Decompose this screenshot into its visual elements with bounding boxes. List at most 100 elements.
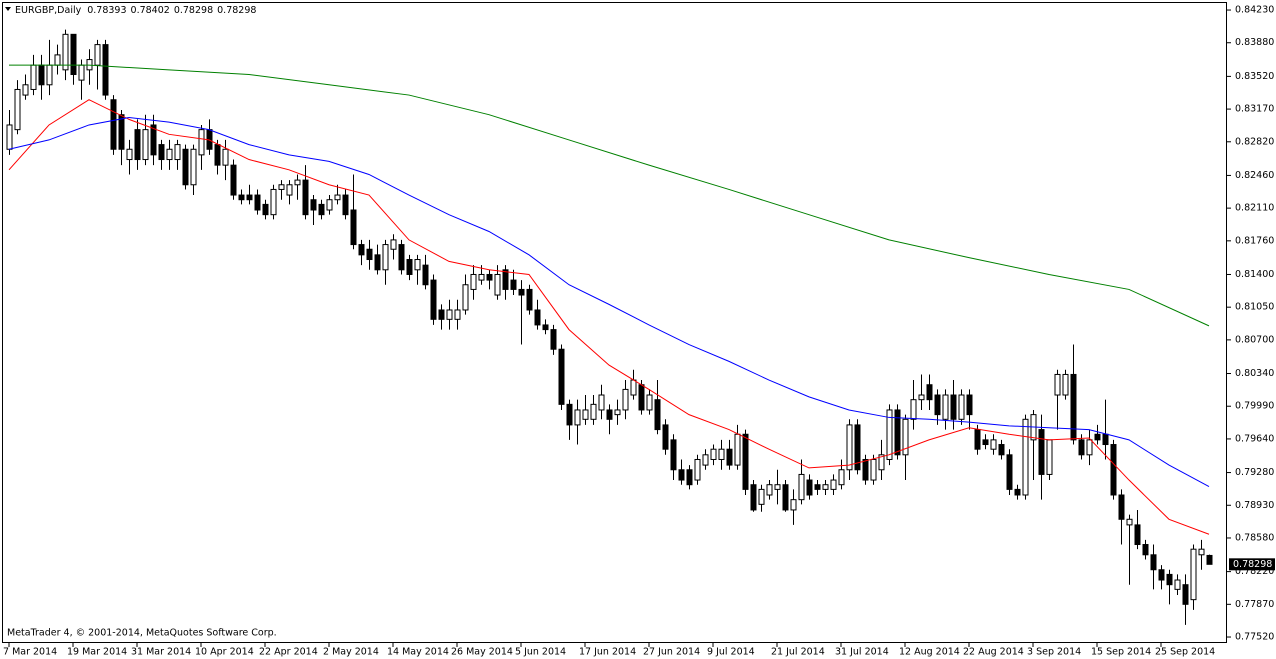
x-tick-label: 15 Sep 2014 bbox=[1091, 647, 1151, 658]
moving-average bbox=[8, 116, 1210, 488]
y-tick-label: 0.82820 bbox=[1235, 136, 1274, 147]
chart-header: EURGBP,Daily 0.78393 0.78402 0.78298 0.78298 bbox=[15, 5, 256, 16]
footer: MetaTrader 4, © 2001-2014, MetaQuotes So… bbox=[7, 628, 277, 639]
x-tick-label: 19 Mar 2014 bbox=[67, 647, 127, 658]
candle-body bbox=[462, 284, 469, 311]
candle-body bbox=[1190, 548, 1197, 601]
candle-body bbox=[286, 184, 293, 196]
candle-body bbox=[686, 469, 693, 486]
y-tick-label: 0.83520 bbox=[1235, 71, 1274, 82]
candle-body bbox=[774, 484, 781, 490]
candle-body bbox=[30, 64, 37, 90]
candle-body bbox=[862, 458, 869, 481]
candle-body bbox=[974, 429, 981, 450]
candle-body bbox=[846, 424, 853, 471]
candle-body bbox=[22, 84, 29, 96]
candle-body bbox=[326, 199, 333, 211]
candle-body bbox=[1118, 494, 1125, 520]
moving-average bbox=[9, 64, 1210, 327]
candle-body bbox=[214, 144, 221, 166]
candle-body bbox=[102, 44, 109, 96]
candle-body bbox=[358, 244, 365, 256]
candle-body bbox=[6, 124, 13, 150]
candle-body bbox=[742, 433, 749, 490]
candle-body bbox=[950, 394, 957, 420]
y-tick-label: 0.78220 bbox=[1235, 566, 1274, 577]
candle-body bbox=[694, 458, 701, 481]
candle-body bbox=[54, 54, 61, 66]
candle-body bbox=[438, 309, 445, 320]
candle-body bbox=[790, 499, 797, 511]
candle-body bbox=[142, 129, 149, 161]
candle-body bbox=[958, 394, 965, 420]
candle-body bbox=[526, 288, 533, 311]
candle-body bbox=[1078, 439, 1085, 456]
candle-body bbox=[934, 394, 941, 416]
x-tick-label: 12 Aug 2014 bbox=[899, 647, 960, 658]
candle-body bbox=[1006, 454, 1013, 490]
y-tick-label: 0.79280 bbox=[1235, 467, 1274, 478]
y-tick-label: 0.77520 bbox=[1235, 632, 1274, 643]
candle-body bbox=[606, 409, 613, 420]
y-tick-label: 0.78930 bbox=[1235, 500, 1274, 511]
candle-body bbox=[830, 479, 837, 490]
y-tick-label: 0.81050 bbox=[1235, 302, 1274, 313]
candle-body bbox=[998, 444, 1005, 456]
candle-body bbox=[270, 188, 277, 216]
candle-body bbox=[350, 209, 357, 246]
candle-body bbox=[1126, 518, 1133, 526]
candle-body bbox=[38, 64, 45, 86]
candle-body bbox=[62, 33, 69, 71]
candle-body bbox=[430, 279, 437, 320]
y-tick-label: 0.82460 bbox=[1235, 170, 1274, 181]
candle-body bbox=[806, 479, 813, 496]
candle-body bbox=[238, 194, 245, 201]
candle-body bbox=[894, 409, 901, 456]
candle-body bbox=[678, 469, 685, 481]
y-tick-label: 0.83170 bbox=[1235, 104, 1274, 115]
candle-body bbox=[550, 329, 557, 350]
x-tick-label: 26 May 2014 bbox=[451, 647, 513, 658]
candle-body bbox=[174, 144, 181, 161]
candle-body bbox=[902, 418, 909, 456]
candle-body bbox=[334, 194, 341, 201]
candle-body bbox=[766, 484, 773, 496]
candle-body bbox=[454, 309, 461, 320]
candle-body bbox=[318, 203, 325, 216]
y-tick-label: 0.79990 bbox=[1235, 401, 1274, 412]
candle-body bbox=[366, 248, 373, 261]
plot-area bbox=[6, 29, 1213, 625]
candle-body bbox=[158, 144, 165, 161]
y-tick-label: 0.82110 bbox=[1235, 203, 1274, 214]
x-tick-label: 27 Jun 2014 bbox=[643, 647, 700, 658]
candle-body bbox=[982, 439, 989, 446]
x-tick-label: 17 Jun 2014 bbox=[579, 647, 636, 658]
candle-body bbox=[942, 394, 949, 420]
candle-body bbox=[182, 148, 189, 186]
last-price-box bbox=[1229, 558, 1275, 571]
low-value: 0.78298 bbox=[174, 5, 213, 16]
y-tick-label: 0.84230 bbox=[1235, 5, 1274, 16]
candle-body bbox=[502, 269, 509, 290]
candle-body bbox=[918, 394, 925, 401]
candle-body bbox=[662, 424, 669, 450]
candle-body bbox=[926, 384, 933, 401]
candle-body bbox=[1182, 584, 1189, 605]
candle-body bbox=[1102, 433, 1109, 446]
candle-body bbox=[654, 399, 661, 431]
candle-body bbox=[1134, 524, 1141, 546]
candle-body bbox=[646, 394, 653, 411]
candle-body bbox=[166, 148, 173, 161]
candle-body bbox=[870, 458, 877, 481]
x-tick-label: 5 Jun 2014 bbox=[515, 647, 566, 658]
candle-body bbox=[638, 384, 645, 411]
candle-body bbox=[118, 114, 125, 150]
candle-body bbox=[878, 454, 885, 471]
candle-body bbox=[1046, 439, 1053, 475]
candle-body bbox=[1150, 554, 1157, 571]
x-tick-label: 22 Apr 2014 bbox=[259, 647, 318, 658]
candle-body bbox=[1062, 373, 1069, 396]
x-tick-label: 25 Sep 2014 bbox=[1155, 647, 1215, 658]
